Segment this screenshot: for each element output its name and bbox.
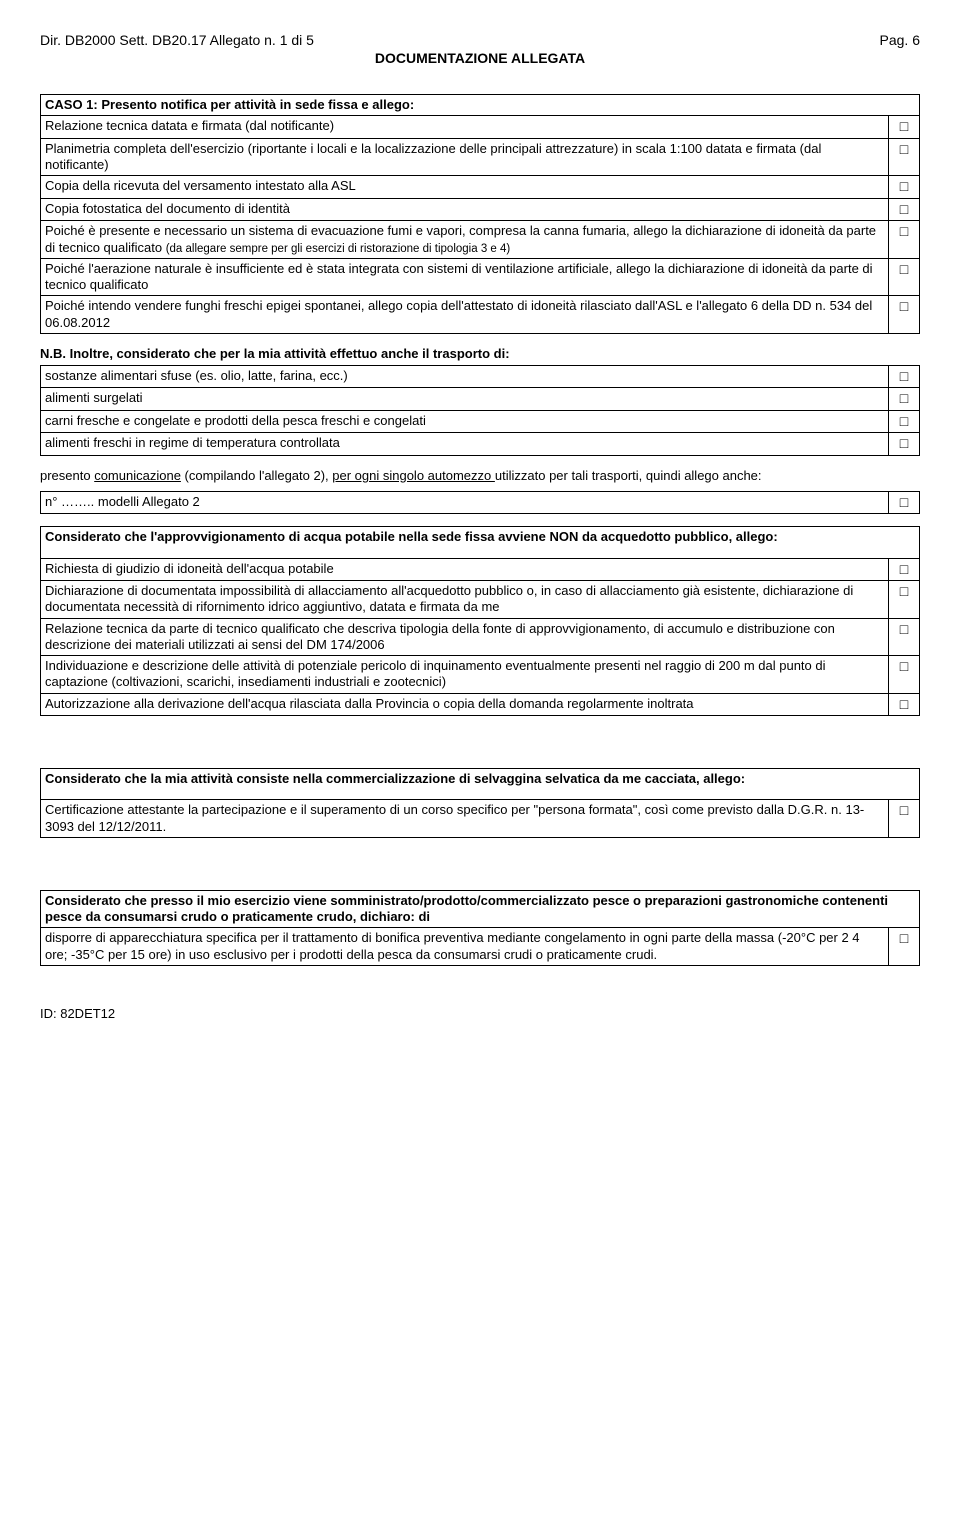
caso1-table: CASO 1: Presento notifica per attività i… <box>40 94 920 334</box>
checkbox[interactable]: □ <box>889 296 920 334</box>
selvaggina-row: Certificazione attestante la partecipazi… <box>41 800 889 838</box>
checkbox[interactable]: □ <box>889 365 920 388</box>
checkbox[interactable]: □ <box>889 138 920 176</box>
checkbox[interactable]: □ <box>889 491 920 514</box>
caso1-row: Copia della ricevuta del versamento inte… <box>41 176 889 199</box>
comunicazione-row: n° …….. modelli Allegato 2 <box>41 491 889 514</box>
checkbox[interactable]: □ <box>889 618 920 656</box>
pesce-row: disporre di apparecchiatura specifica pe… <box>41 928 889 966</box>
checkbox[interactable]: □ <box>889 433 920 456</box>
selvaggina-title: Considerato che la mia attività consiste… <box>41 769 920 800</box>
checkbox[interactable]: □ <box>889 176 920 199</box>
checkbox[interactable]: □ <box>889 410 920 433</box>
acqua-row: Richiesta di giudizio di idoneità dell'a… <box>41 558 889 581</box>
caso1-row: Relazione tecnica datata e firmata (dal … <box>41 116 889 139</box>
checkbox[interactable]: □ <box>889 800 920 838</box>
caso1-row: Poiché intendo vendere funghi freschi ep… <box>41 296 889 334</box>
checkbox[interactable]: □ <box>889 116 920 139</box>
pesce-table: Considerato che presso il mio esercizio … <box>40 890 920 966</box>
header-line: Dir. DB2000 Sett. DB20.17 Allegato n. 1 … <box>40 32 920 48</box>
checkbox[interactable]: □ <box>889 198 920 221</box>
acqua-row: Individuazione e descrizione delle attiv… <box>41 656 889 694</box>
footer-id: ID: 82DET12 <box>40 1006 920 1021</box>
caso1-row: Poiché l'aerazione naturale è insufficie… <box>41 258 889 296</box>
checkbox[interactable]: □ <box>889 656 920 694</box>
header-center: DOCUMENTAZIONE ALLEGATA <box>40 50 920 66</box>
acqua-row: Autorizzazione alla derivazione dell'acq… <box>41 693 889 716</box>
caso1-title: CASO 1: Presento notifica per attività i… <box>41 95 920 116</box>
comunicazione-text: presento comunicazione (compilando l'all… <box>40 468 920 485</box>
nb-row: alimenti surgelati <box>41 388 889 411</box>
selvaggina-table: Considerato che la mia attività consiste… <box>40 768 920 838</box>
checkbox[interactable]: □ <box>889 558 920 581</box>
nb-row: carni fresche e congelate e prodotti del… <box>41 410 889 433</box>
nb-heading: N.B. Inoltre, considerato che per la mia… <box>40 346 920 361</box>
caso1-row: Planimetria completa dell'esercizio (rip… <box>41 138 889 176</box>
checkbox[interactable]: □ <box>889 928 920 966</box>
checkbox[interactable]: □ <box>889 388 920 411</box>
header-left: Dir. DB2000 Sett. DB20.17 Allegato n. 1 … <box>40 32 314 48</box>
nb-row: sostanze alimentari sfuse (es. olio, lat… <box>41 365 889 388</box>
pesce-title: Considerato che presso il mio esercizio … <box>41 890 920 928</box>
acqua-row: Relazione tecnica da parte di tecnico qu… <box>41 618 889 656</box>
caso1-row: Poiché è presente e necessario un sistem… <box>41 221 889 259</box>
comunicazione-table: n° …….. modelli Allegato 2□ <box>40 491 920 515</box>
checkbox[interactable]: □ <box>889 221 920 259</box>
header-right: Pag. 6 <box>880 32 920 48</box>
checkbox[interactable]: □ <box>889 693 920 716</box>
caso1-row: Copia fotostatica del documento di ident… <box>41 198 889 221</box>
nb-row: alimenti freschi in regime di temperatur… <box>41 433 889 456</box>
nb-table: sostanze alimentari sfuse (es. olio, lat… <box>40 365 920 456</box>
checkbox[interactable]: □ <box>889 581 920 619</box>
acqua-table: Considerato che l'approvvigionamento di … <box>40 526 920 716</box>
checkbox[interactable]: □ <box>889 258 920 296</box>
acqua-title: Considerato che l'approvvigionamento di … <box>41 527 920 558</box>
acqua-row: Dichiarazione di documentata impossibili… <box>41 581 889 619</box>
